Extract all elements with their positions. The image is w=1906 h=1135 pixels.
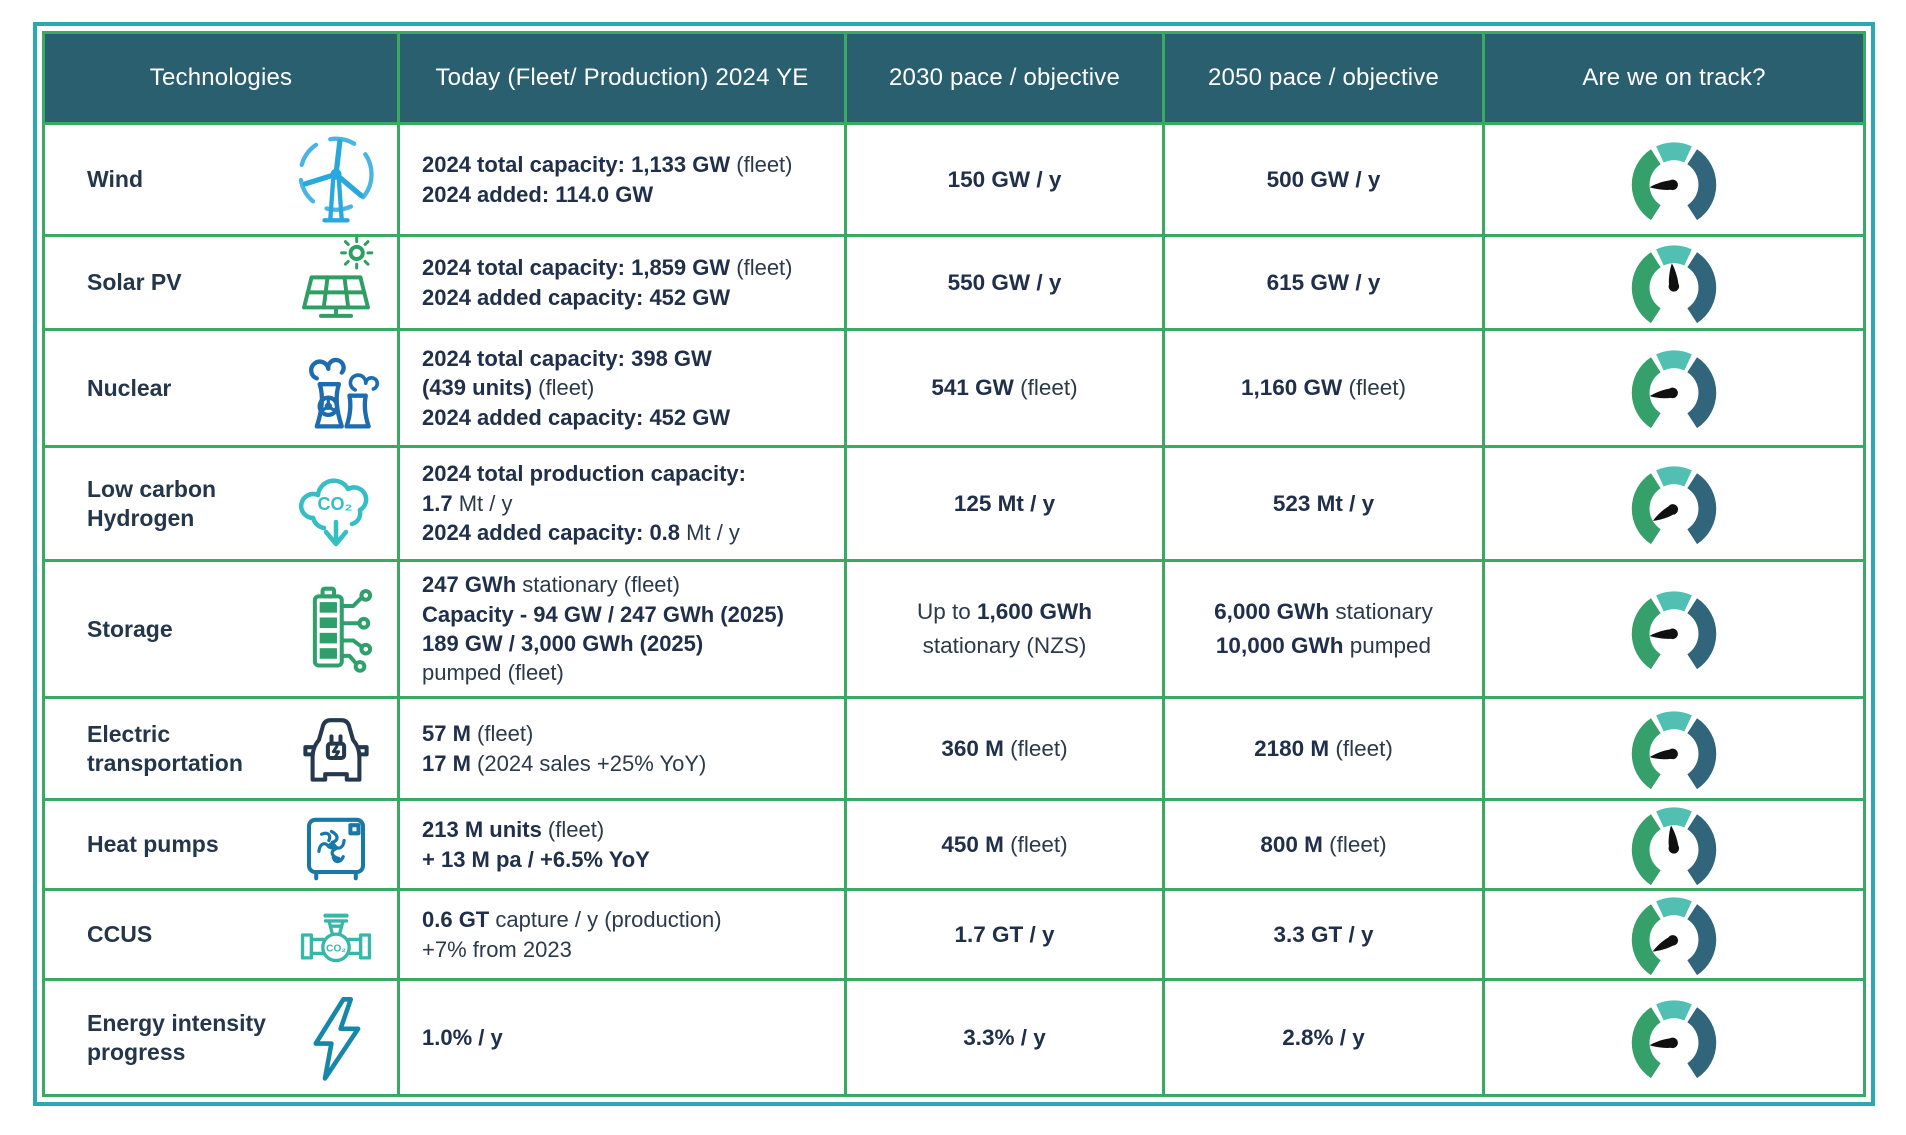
heat-pump-icon [275,800,397,890]
pace-2030-cell-row-7: 1.7 GT / y [847,891,1162,978]
on-track-cell-row-8 [1485,981,1863,1094]
on-track-cell-row-3 [1485,448,1863,559]
today-cell-row-1: 2024 total capacity: 1,859 GW (fleet) 202… [400,237,844,328]
today-cell-row-8: 1.0% / y [400,981,844,1094]
column-header-technologies: Technologies [45,34,397,122]
tech-label: Storage [87,615,173,642]
svg-text:CO₂: CO₂ [326,943,346,954]
gauge-icon [1631,465,1717,544]
nuclear-plant-icon [275,340,397,436]
tech-cell-row-1: Solar PV [45,235,397,330]
tech-cell-row-4: Storage [45,562,397,696]
technology-tracker-table: Technologies Today (Fleet/ Production) 2… [33,22,1875,1106]
on-track-cell-row-1 [1485,237,1863,328]
tech-label: Energy intensity progress [87,1009,266,1065]
pace-2030-cell-row-1: 550 GW / y [847,237,1162,328]
pace-2050-cell-row-5: 2180 M (fleet) [1165,699,1482,798]
pace-2050-cell-row-4: 6,000 GWh stationary 10,000 GWh pumped [1165,562,1482,696]
tech-label: Low carbon Hydrogen [87,475,217,531]
today-cell-row-4: 247 GWh stationary (fleet) Capacity - 94 … [400,562,844,696]
co2-cloud-icon: CO₂ [275,454,397,554]
today-cell-row-6: 213 M units (fleet) + 13 M pa / +6.5% YoY [400,801,844,888]
svg-text:CO₂: CO₂ [318,494,353,514]
column-header-2030: 2030 pace / objective [847,34,1162,122]
on-track-cell-row-7 [1485,891,1863,978]
tech-label: Solar PV [87,269,182,296]
tech-cell-row-7: CCUS CO₂ [45,891,397,978]
tech-label: CCUS [87,921,153,948]
pace-2030-cell-row-0: 150 GW / y [847,125,1162,234]
gauge-icon [1631,806,1717,885]
on-track-cell-row-0 [1485,125,1863,234]
pace-2050-cell-row-1: 615 GW / y [1165,237,1482,328]
gauge-icon [1631,141,1717,220]
pace-2050-cell-row-2: 1,160 GW (fleet) [1165,331,1482,445]
today-cell-row-0: 2024 total capacity: 1,133 GW (fleet) 202… [400,125,844,234]
pace-2050-cell-row-8: 2.8% / y [1165,981,1482,1094]
pace-2030-cell-row-6: 450 M (fleet) [847,801,1162,888]
tech-label: Wind [87,166,143,193]
gauge-icon [1631,999,1717,1078]
today-cell-row-5: 57 M (fleet) 17 M (2024 sales +25% YoY) [400,699,844,798]
table-grid: Technologies Today (Fleet/ Production) 2… [42,31,1866,1097]
gauge-icon [1631,896,1717,975]
today-cell-row-3: 2024 total production capacity: 1.7 Mt / … [400,448,844,559]
pace-2050-cell-row-7: 3.3 GT / y [1165,891,1482,978]
today-cell-row-2: 2024 total capacity: 398 GW (439 units) (… [400,331,844,445]
tech-cell-row-8: Energy intensity progress [45,981,397,1094]
on-track-cell-row-5 [1485,699,1863,798]
tech-label: Heat pumps [87,831,219,858]
tech-cell-row-2: Nuclear [45,331,397,445]
on-track-cell-row-6 [1485,801,1863,888]
battery-circuit-icon [275,581,397,677]
ccus-pipeline-icon: CO₂ [275,891,397,979]
column-header-today: Today (Fleet/ Production) 2024 YE [400,34,844,122]
wind-turbine-icon [275,132,397,228]
tech-label: Nuclear [87,374,172,401]
column-header-on-track: Are we on track? [1485,34,1863,122]
pace-2050-cell-row-3: 523 Mt / y [1165,448,1482,559]
gauge-icon [1631,710,1717,789]
tech-cell-row-6: Heat pumps [45,801,397,888]
tech-label: Electric transportation [87,720,243,776]
gauge-icon [1631,244,1717,323]
gauge-icon [1631,591,1717,670]
on-track-cell-row-4 [1485,562,1863,696]
on-track-cell-row-2 [1485,331,1863,445]
pace-2030-cell-row-3: 125 Mt / y [847,448,1162,559]
gauge-icon [1631,350,1717,429]
pace-2030-cell-row-2: 541 GW (fleet) [847,331,1162,445]
column-header-2050: 2050 pace / objective [1165,34,1482,122]
today-cell-row-7: 0.6 GT capture / y (production) +7% from … [400,891,844,978]
pace-2030-cell-row-4: Up to 1,600 GWh stationary (NZS) [847,562,1162,696]
tech-cell-row-5: Electric transportation [45,699,397,798]
lightning-bolt-icon [275,988,397,1088]
pace-2030-cell-row-8: 3.3% / y [847,981,1162,1094]
tech-cell-row-0: Wind [45,125,397,234]
pace-2050-cell-row-0: 500 GW / y [1165,125,1482,234]
pace-2050-cell-row-6: 800 M (fleet) [1165,801,1482,888]
electric-vehicle-icon [275,704,397,794]
solar-panel-icon [275,235,397,330]
tech-cell-row-3: Low carbon Hydrogen CO₂ [45,448,397,559]
pace-2030-cell-row-5: 360 M (fleet) [847,699,1162,798]
